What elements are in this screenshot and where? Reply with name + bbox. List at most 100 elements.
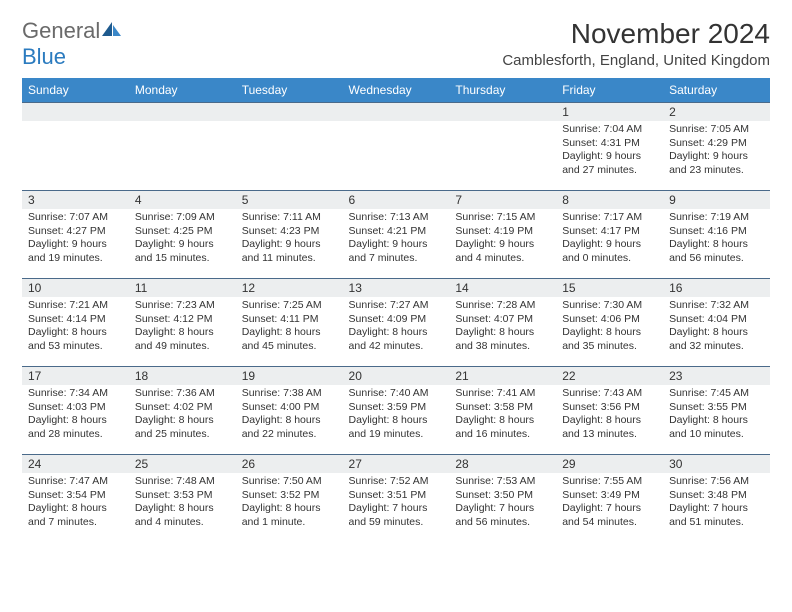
calendar-cell: 12Sunrise: 7:25 AMSunset: 4:11 PMDayligh… (236, 279, 343, 367)
daylight1-line: Daylight: 8 hours (242, 326, 337, 340)
sunrise-line: Sunrise: 7:27 AM (349, 299, 444, 313)
calendar-cell: 11Sunrise: 7:23 AMSunset: 4:12 PMDayligh… (129, 279, 236, 367)
daylight1-line: Daylight: 8 hours (135, 502, 230, 516)
day-header: Friday (556, 78, 663, 103)
sunrise-line: Sunrise: 7:47 AM (28, 475, 123, 489)
day-number: 8 (556, 191, 663, 209)
daylight1-line: Daylight: 8 hours (242, 502, 337, 516)
daylight2-line: and 49 minutes. (135, 340, 230, 354)
daylight1-line: Daylight: 8 hours (669, 414, 764, 428)
day-number: 20 (343, 367, 450, 385)
sunset-line: Sunset: 4:21 PM (349, 225, 444, 239)
day-body: Sunrise: 7:25 AMSunset: 4:11 PMDaylight:… (236, 297, 343, 358)
logo-text-general: General (22, 18, 100, 43)
sunset-line: Sunset: 4:14 PM (28, 313, 123, 327)
daylight2-line: and 45 minutes. (242, 340, 337, 354)
daylight2-line: and 7 minutes. (349, 252, 444, 266)
daylight1-line: Daylight: 7 hours (455, 502, 550, 516)
day-number (236, 103, 343, 121)
calendar-cell: 2Sunrise: 7:05 AMSunset: 4:29 PMDaylight… (663, 103, 770, 191)
sunset-line: Sunset: 4:04 PM (669, 313, 764, 327)
daylight2-line: and 16 minutes. (455, 428, 550, 442)
daylight2-line: and 42 minutes. (349, 340, 444, 354)
daylight2-line: and 27 minutes. (562, 164, 657, 178)
daylight2-line: and 25 minutes. (135, 428, 230, 442)
page: General Blue November 2024 Camblesforth,… (0, 0, 792, 561)
calendar-cell: 10Sunrise: 7:21 AMSunset: 4:14 PMDayligh… (22, 279, 129, 367)
calendar-cell: 13Sunrise: 7:27 AMSunset: 4:09 PMDayligh… (343, 279, 450, 367)
daylight1-line: Daylight: 9 hours (349, 238, 444, 252)
sunset-line: Sunset: 4:00 PM (242, 401, 337, 415)
day-number: 10 (22, 279, 129, 297)
sunrise-line: Sunrise: 7:53 AM (455, 475, 550, 489)
calendar-cell: 3Sunrise: 7:07 AMSunset: 4:27 PMDaylight… (22, 191, 129, 279)
daylight2-line: and 13 minutes. (562, 428, 657, 442)
daylight2-line: and 32 minutes. (669, 340, 764, 354)
day-body: Sunrise: 7:47 AMSunset: 3:54 PMDaylight:… (22, 473, 129, 534)
daylight2-line: and 51 minutes. (669, 516, 764, 530)
calendar-cell: 14Sunrise: 7:28 AMSunset: 4:07 PMDayligh… (449, 279, 556, 367)
calendar-cell (343, 103, 450, 191)
day-number: 27 (343, 455, 450, 473)
sunrise-line: Sunrise: 7:40 AM (349, 387, 444, 401)
day-number: 15 (556, 279, 663, 297)
day-body: Sunrise: 7:36 AMSunset: 4:02 PMDaylight:… (129, 385, 236, 446)
calendar-cell: 7Sunrise: 7:15 AMSunset: 4:19 PMDaylight… (449, 191, 556, 279)
day-body: Sunrise: 7:07 AMSunset: 4:27 PMDaylight:… (22, 209, 129, 270)
sunrise-line: Sunrise: 7:50 AM (242, 475, 337, 489)
day-number: 30 (663, 455, 770, 473)
sunrise-line: Sunrise: 7:25 AM (242, 299, 337, 313)
calendar-cell: 24Sunrise: 7:47 AMSunset: 3:54 PMDayligh… (22, 455, 129, 543)
day-body: Sunrise: 7:34 AMSunset: 4:03 PMDaylight:… (22, 385, 129, 446)
day-body: Sunrise: 7:32 AMSunset: 4:04 PMDaylight:… (663, 297, 770, 358)
sunrise-line: Sunrise: 7:19 AM (669, 211, 764, 225)
calendar-cell: 9Sunrise: 7:19 AMSunset: 4:16 PMDaylight… (663, 191, 770, 279)
daylight2-line: and 11 minutes. (242, 252, 337, 266)
day-body: Sunrise: 7:50 AMSunset: 3:52 PMDaylight:… (236, 473, 343, 534)
daylight2-line: and 28 minutes. (28, 428, 123, 442)
sunset-line: Sunset: 3:55 PM (669, 401, 764, 415)
calendar-week: 3Sunrise: 7:07 AMSunset: 4:27 PMDaylight… (22, 191, 770, 279)
sunrise-line: Sunrise: 7:36 AM (135, 387, 230, 401)
calendar-cell: 23Sunrise: 7:45 AMSunset: 3:55 PMDayligh… (663, 367, 770, 455)
daylight1-line: Daylight: 8 hours (242, 414, 337, 428)
sunset-line: Sunset: 4:27 PM (28, 225, 123, 239)
daylight2-line: and 19 minutes. (349, 428, 444, 442)
calendar-week: 1Sunrise: 7:04 AMSunset: 4:31 PMDaylight… (22, 103, 770, 191)
day-number: 4 (129, 191, 236, 209)
sunrise-line: Sunrise: 7:23 AM (135, 299, 230, 313)
sunrise-line: Sunrise: 7:04 AM (562, 123, 657, 137)
calendar-cell: 19Sunrise: 7:38 AMSunset: 4:00 PMDayligh… (236, 367, 343, 455)
day-number: 26 (236, 455, 343, 473)
day-body: Sunrise: 7:15 AMSunset: 4:19 PMDaylight:… (449, 209, 556, 270)
sunrise-line: Sunrise: 7:17 AM (562, 211, 657, 225)
day-number: 16 (663, 279, 770, 297)
daylight1-line: Daylight: 7 hours (349, 502, 444, 516)
daylight1-line: Daylight: 8 hours (562, 414, 657, 428)
sunset-line: Sunset: 4:19 PM (455, 225, 550, 239)
daylight1-line: Daylight: 8 hours (562, 326, 657, 340)
daylight1-line: Daylight: 9 hours (242, 238, 337, 252)
day-number: 7 (449, 191, 556, 209)
sunrise-line: Sunrise: 7:34 AM (28, 387, 123, 401)
daylight2-line: and 59 minutes. (349, 516, 444, 530)
day-number: 17 (22, 367, 129, 385)
calendar-body: 1Sunrise: 7:04 AMSunset: 4:31 PMDaylight… (22, 103, 770, 543)
sunset-line: Sunset: 4:17 PM (562, 225, 657, 239)
sunrise-line: Sunrise: 7:13 AM (349, 211, 444, 225)
calendar-week: 17Sunrise: 7:34 AMSunset: 4:03 PMDayligh… (22, 367, 770, 455)
daylight2-line: and 56 minutes. (455, 516, 550, 530)
day-body: Sunrise: 7:55 AMSunset: 3:49 PMDaylight:… (556, 473, 663, 534)
day-body: Sunrise: 7:27 AMSunset: 4:09 PMDaylight:… (343, 297, 450, 358)
calendar-cell: 20Sunrise: 7:40 AMSunset: 3:59 PMDayligh… (343, 367, 450, 455)
calendar-cell: 8Sunrise: 7:17 AMSunset: 4:17 PMDaylight… (556, 191, 663, 279)
sunset-line: Sunset: 4:29 PM (669, 137, 764, 151)
day-number (129, 103, 236, 121)
day-number: 6 (343, 191, 450, 209)
daylight1-line: Daylight: 8 hours (349, 414, 444, 428)
sunrise-line: Sunrise: 7:43 AM (562, 387, 657, 401)
month-title: November 2024 (502, 18, 770, 50)
calendar-cell: 28Sunrise: 7:53 AMSunset: 3:50 PMDayligh… (449, 455, 556, 543)
day-body: Sunrise: 7:11 AMSunset: 4:23 PMDaylight:… (236, 209, 343, 270)
daylight1-line: Daylight: 8 hours (455, 326, 550, 340)
